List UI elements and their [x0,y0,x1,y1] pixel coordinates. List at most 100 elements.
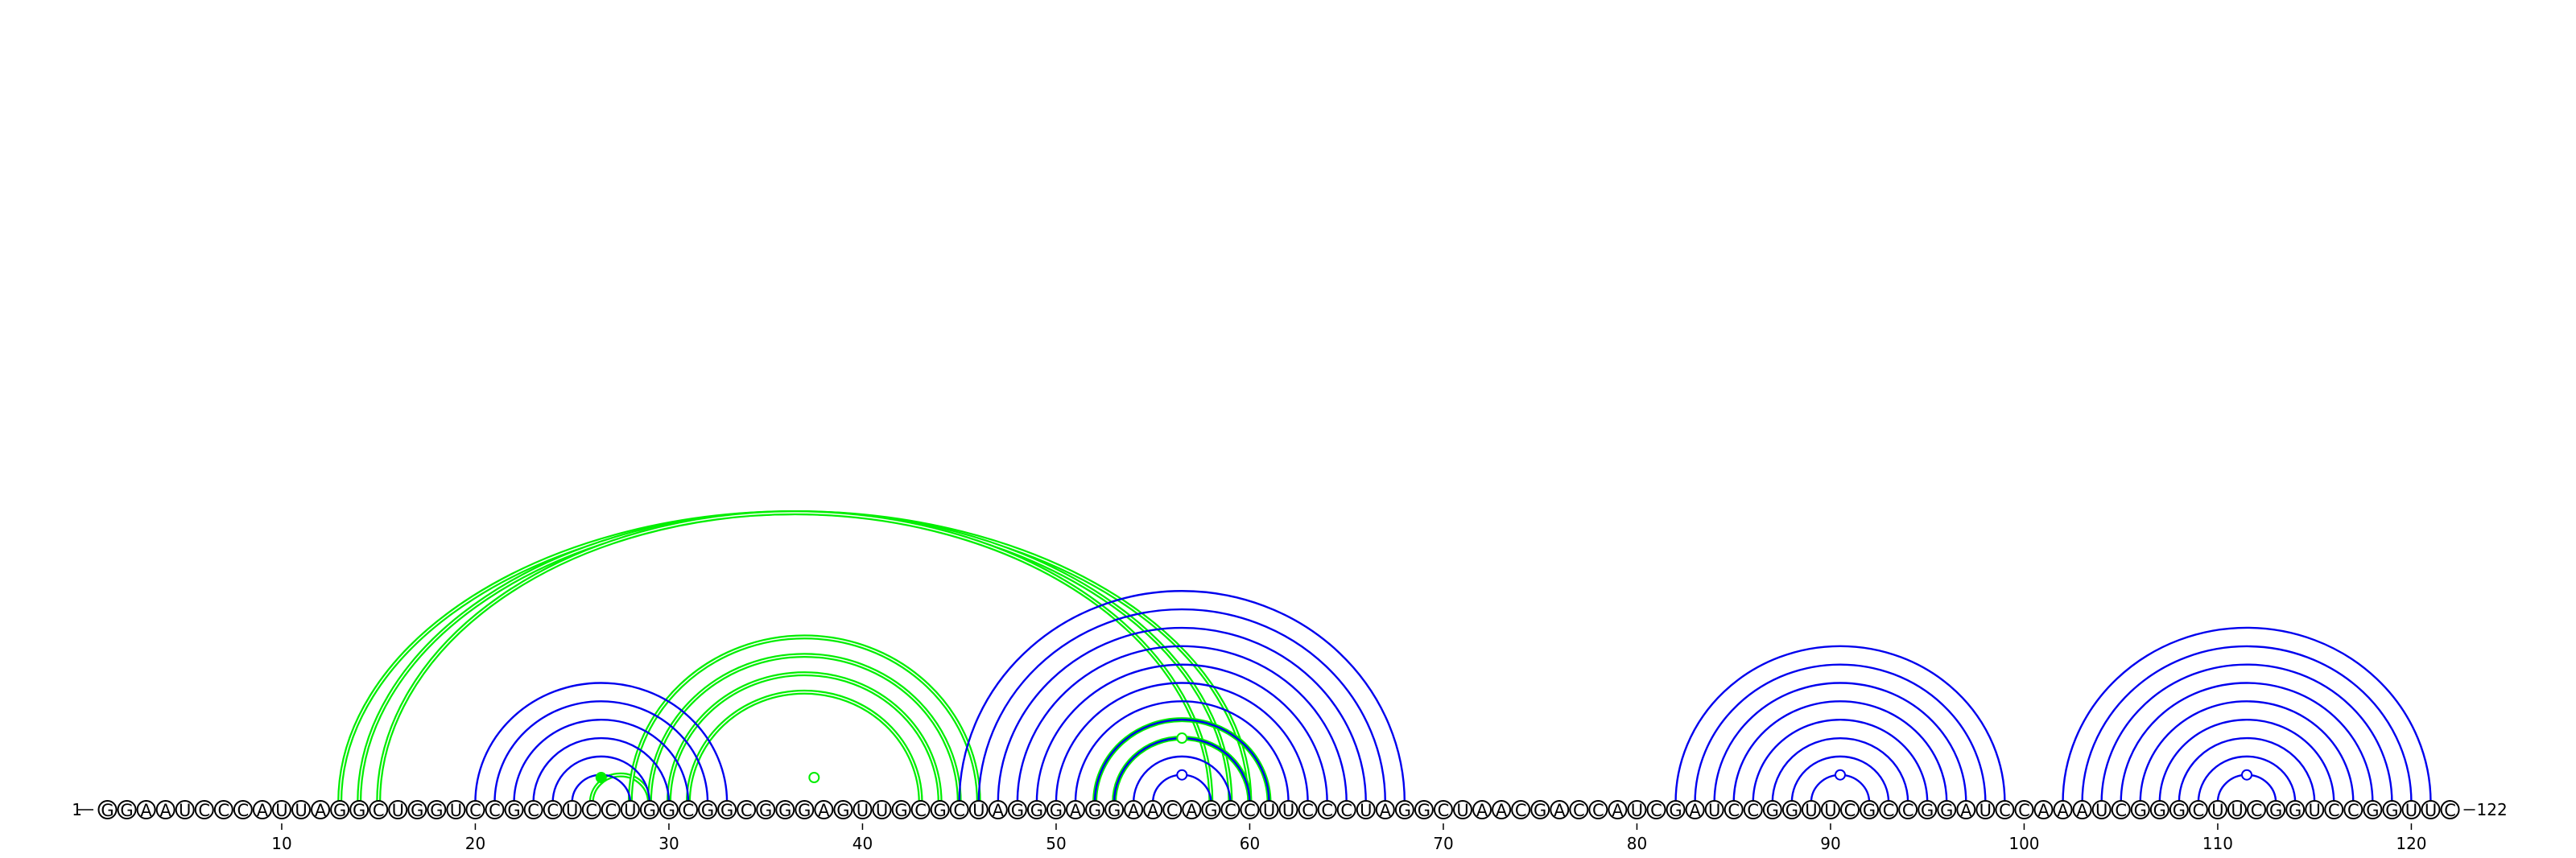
nucleotide-letter: G [759,801,772,820]
nucleotide-letter: C [547,801,559,820]
blue-pair-marker [1834,769,1846,781]
blue-arc [1093,718,1270,803]
nucleotide-letter: U [1805,801,1817,820]
nucleotide: U [2091,800,2112,820]
nucleotide-circle [1975,800,1996,819]
nucleotide-circle [1801,800,1821,819]
tick-label: 120 [2396,834,2426,853]
nucleotide-letter: C [373,801,385,820]
nucleotide-circle [891,800,911,819]
nucleotide: A [2033,800,2054,820]
nucleotide-letter: A [1554,801,1566,820]
nucleotide-letter: G [643,801,656,820]
nucleotide-circle [2169,800,2189,819]
nucleotide-letter: U [2211,801,2223,820]
blue-arc [2178,736,2316,803]
nucleotide: C [1240,800,1260,820]
nucleotide: A [252,800,272,820]
nucleotide-circle [1201,800,1221,819]
nucleotide: U [872,800,892,820]
nucleotide: A [136,800,156,820]
nucleotide-circle [968,800,989,819]
nucleotide: G [1666,800,1686,820]
axis-tick: 100 [2008,823,2040,853]
nucleotide-letter: G [934,801,947,820]
nucleotide: G [1762,800,1782,820]
nucleotide-letter: C [1321,801,1333,820]
nucleotide: U [2401,800,2421,820]
nucleotide-circle [1007,800,1027,819]
nucleotide-letter: G [894,801,907,820]
nucleotide-letter: A [1476,801,1488,820]
blue-arcs [474,590,2432,803]
nucleotide-circle [814,800,834,819]
nucleotide: C [1511,800,1531,820]
nucleotide: G [1085,800,1105,820]
nucleotide-letter: G [1921,801,1934,820]
nucleotide: G [930,800,950,820]
nucleotide: C [2343,800,2363,820]
nucleotide-letter: A [2076,801,2088,820]
nucleotide-letter: G [1863,801,1876,820]
axis-tick: 80 [1627,823,1647,853]
nucleotide-circle [2285,800,2306,819]
blue-arc [958,590,1406,803]
nucleotide: G [407,800,427,820]
nucleotide: G [639,800,659,820]
nucleotide-circle [136,800,156,819]
nucleotide-letter: U [1824,801,1836,820]
nucleotide-letter: G [2289,801,2301,820]
nucleotide-circle [2053,800,2073,819]
nucleotide-letter: C [741,801,753,820]
nucleotide-letter: C [237,801,250,820]
pair-markers [595,732,2253,783]
nucleotide-letter: G [2366,801,2379,820]
blue-arc [1074,700,1290,803]
nucleotide-circle [1298,800,1318,819]
nucleotide: G [1007,800,1027,820]
nucleotide-circle [1608,800,1628,819]
nucleotide-letter: U [1631,801,1643,820]
nucleotide-circle [504,800,524,819]
nucleotide: C [2014,800,2034,820]
nucleotide-circle [2382,800,2402,819]
nucleotide: G [2266,800,2286,820]
nucleotide-circle [581,800,601,819]
nucleotide: U [2207,800,2227,820]
axis-tick: 70 [1433,823,1454,853]
nucleotide: A [1685,800,1705,820]
nucleotide: U [1975,800,1996,820]
nucleotide-circle [698,800,718,819]
green-pair-marker [1176,732,1188,745]
nucleotide: C [1220,800,1241,820]
nucleotide-letter: G [507,801,520,820]
nucleotide: G [2363,800,2383,820]
blue-arc [2158,718,2335,803]
nucleotide-circle [1104,800,1125,819]
nucleotide-letter: G [1785,801,1798,820]
axis-tick: 10 [271,823,292,853]
nucleotide-letter: G [2153,801,2166,820]
nucleotide: A [1143,800,1163,820]
nucleotide: A [1956,800,1976,820]
nucleotide: G [2382,800,2402,820]
nucleotide: G [717,800,737,820]
nucleotide-letter: C [1883,801,1895,820]
nucleotide-circle [1492,800,1512,819]
nucleotide: U [2421,800,2441,820]
nucleotide-letter: C [2193,801,2205,820]
green-arc-core [378,512,1212,803]
nucleotide-circle [852,800,873,819]
nucleotide-letter: C [2115,801,2127,820]
nucleotide-letter: U [1282,801,1294,820]
nucleotide-circle [155,800,175,819]
nucleotide-letter: U [295,801,307,820]
nucleotide-circle [291,800,311,819]
nucleotide: A [1550,800,1570,820]
nucleotide: C [1298,800,1318,820]
nucleotide-circle [213,800,233,819]
nucleotide-letter: G [701,801,714,820]
nucleotide-circle [1879,800,1899,819]
nucleotide: G [1530,800,1550,820]
green-arc-core [649,654,960,803]
